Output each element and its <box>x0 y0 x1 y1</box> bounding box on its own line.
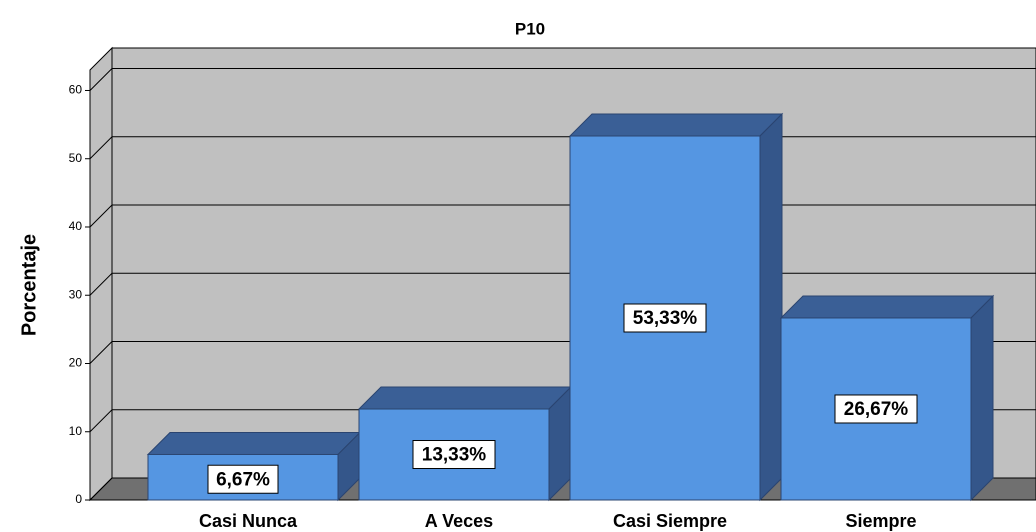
value-label: 13,33% <box>422 445 487 466</box>
x-tick-label: Casi Siempre <box>613 511 727 531</box>
bar-top <box>146 431 362 455</box>
y-axis-label: Porcentaje <box>18 234 40 336</box>
bar-front <box>780 317 972 501</box>
bar <box>146 431 362 502</box>
value-label-box <box>623 303 707 333</box>
value-label: 53,33% <box>633 308 698 329</box>
grid-line <box>89 67 1036 91</box>
y-tick-label: 30 <box>69 287 83 301</box>
bar-side <box>759 112 783 502</box>
side-wall <box>89 46 113 502</box>
y-tick-label: 50 <box>69 151 83 165</box>
x-tick-label: Siempre <box>845 511 916 531</box>
bar-top <box>357 386 573 410</box>
value-label-box <box>834 394 918 424</box>
value-label-box <box>412 440 496 470</box>
y-tick-label: 10 <box>69 424 83 438</box>
chart-title: P10 <box>515 19 545 38</box>
y-tick-label: 20 <box>69 356 83 370</box>
bar-top <box>779 295 995 319</box>
y-tick-label: 60 <box>69 83 83 97</box>
value-label-box <box>207 464 279 494</box>
bar <box>779 294 995 502</box>
bar-top <box>568 113 784 137</box>
y-tick-label: 40 <box>69 219 83 233</box>
x-tick-label: Casi Nunca <box>199 511 298 531</box>
bar-side <box>970 294 994 502</box>
y-tick-label: 0 <box>75 492 82 506</box>
value-label: 6,67% <box>216 469 270 490</box>
x-tick-label: A Veces <box>425 511 493 531</box>
value-label: 26,67% <box>844 399 909 420</box>
